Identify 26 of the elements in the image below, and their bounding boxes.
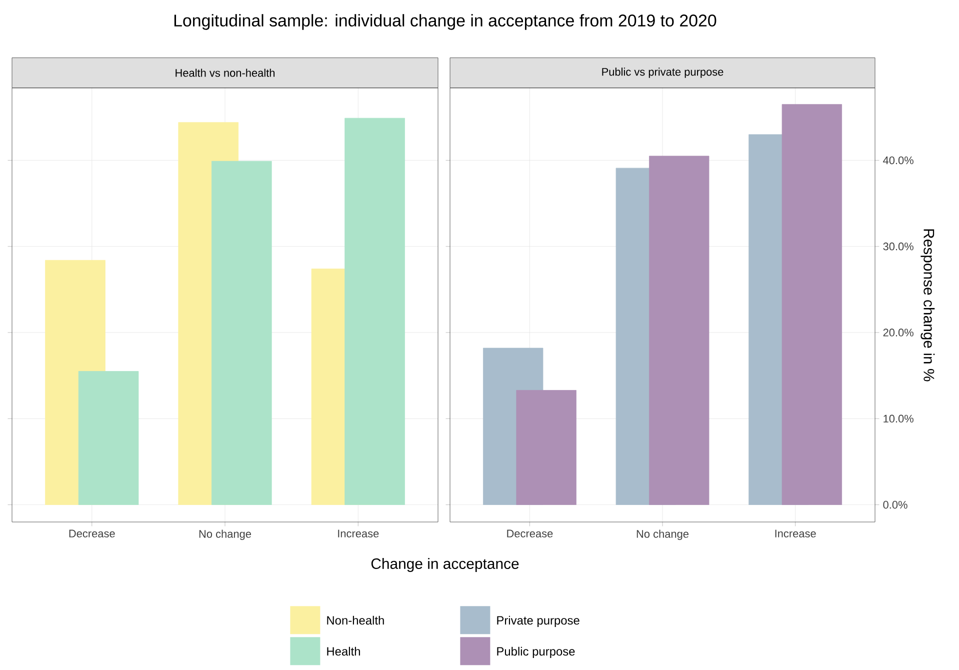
y-tick-label: 40.0% xyxy=(883,156,914,164)
y-tick-label: 0.0% xyxy=(883,500,908,509)
chart-title: Longitudinal sample: individual change in acceptance from 2019 to 2020 xyxy=(174,14,716,30)
bar xyxy=(211,160,272,505)
y-tick-label: 10.0% xyxy=(884,414,914,423)
legend-label: Private purpose xyxy=(497,616,580,627)
bar xyxy=(516,390,576,505)
x-tick-label: Decrease xyxy=(69,530,115,538)
x-tick-label: Increase xyxy=(775,530,816,538)
bar xyxy=(649,156,710,505)
y-axis-title: Response change in % xyxy=(920,229,935,382)
legend-label: Public purpose xyxy=(497,646,575,658)
x-tick-label: No change xyxy=(199,530,252,540)
x-tick-label: Decrease xyxy=(507,530,553,538)
y-tick-label: 20.0% xyxy=(883,328,914,336)
x-tick-label: No change xyxy=(636,530,689,540)
x-axis-title: Change in acceptance xyxy=(371,558,519,572)
bar xyxy=(78,371,139,505)
x-tick-label: Increase xyxy=(338,530,379,538)
y-tick-label: 30.0% xyxy=(883,242,914,250)
chart-subtitle: Public vs private purpose xyxy=(602,68,724,78)
legend-label: Non-health xyxy=(327,616,384,625)
legend-label: Health xyxy=(327,646,360,656)
bar xyxy=(344,118,405,505)
bar xyxy=(782,104,842,505)
chart-subtitle: Health vs non-health xyxy=(176,68,275,77)
